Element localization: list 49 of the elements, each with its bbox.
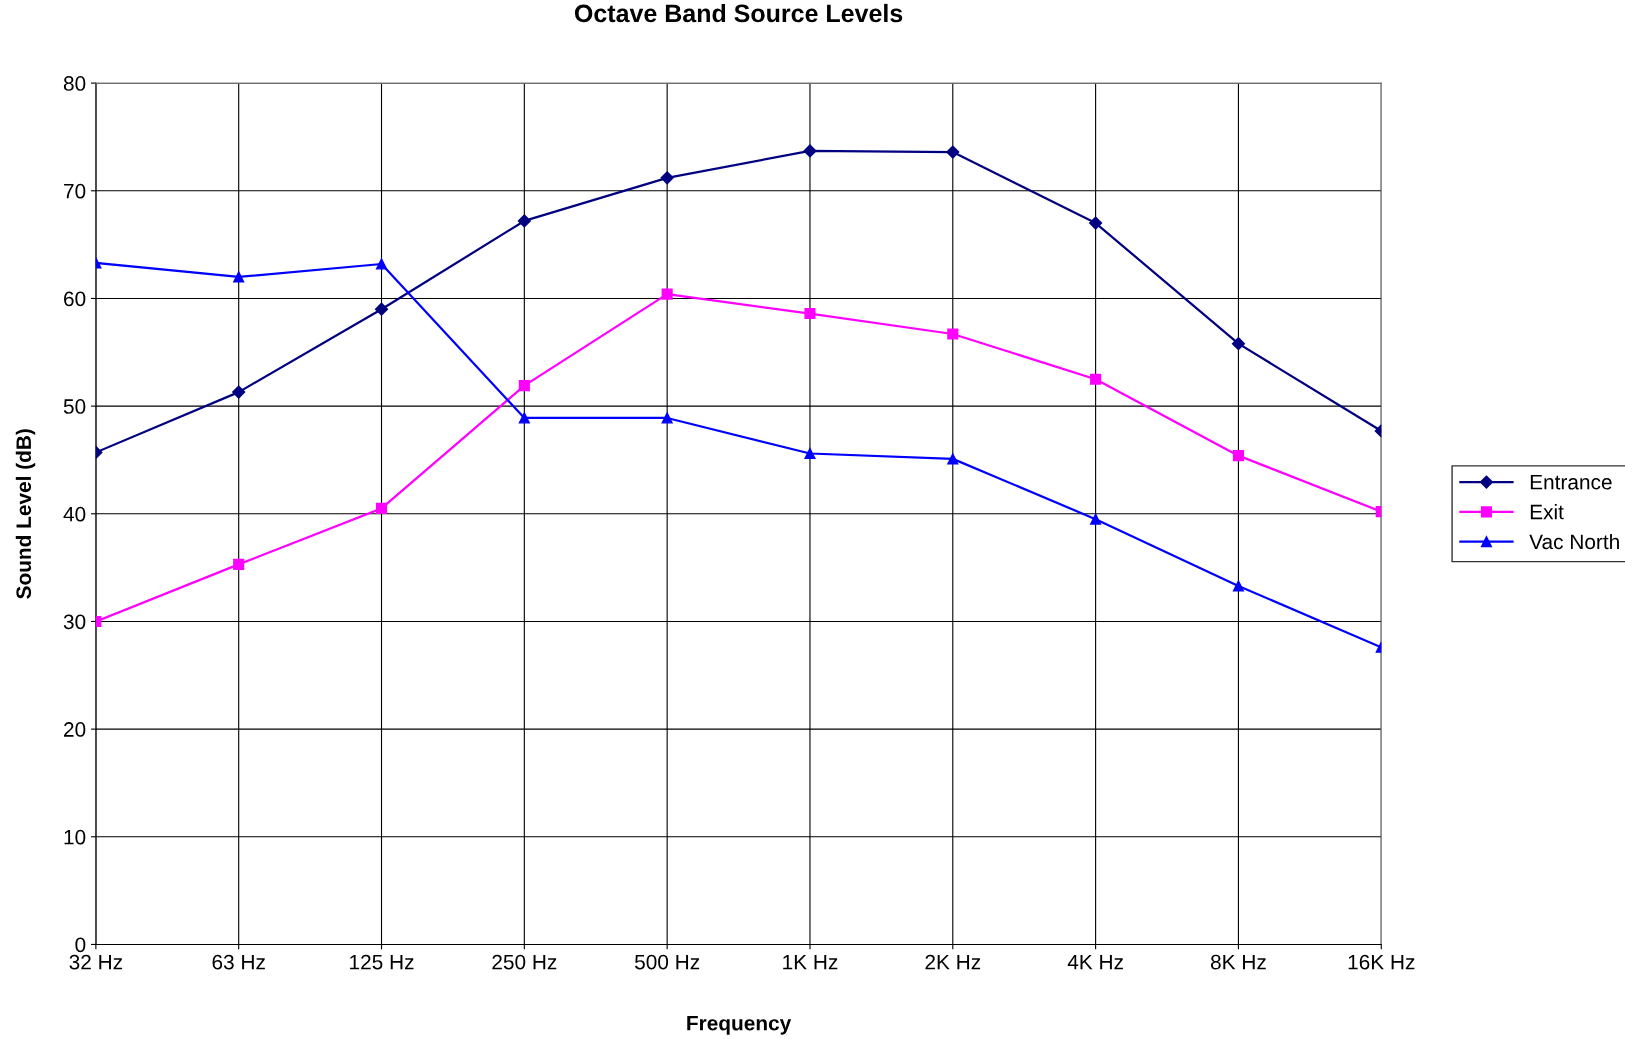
point	[1090, 373, 1102, 385]
point	[233, 271, 245, 283]
x-tick-label: 125 Hz	[350, 954, 414, 970]
y-axis-title: Sound Level (dB)	[15, 429, 36, 599]
point	[518, 412, 530, 424]
chart-title: Octave Band Source Levels	[574, 3, 903, 23]
point	[804, 447, 816, 460]
point	[233, 558, 245, 570]
y-tick-label: 0	[75, 937, 86, 953]
point	[947, 328, 959, 340]
y-tick-label: 50	[63, 399, 86, 414]
point	[518, 380, 530, 392]
legend-label: Exit	[1530, 504, 1564, 520]
x-tick-label: 4K Hz	[1067, 954, 1123, 970]
x-tick-label: 250 Hz	[492, 954, 557, 970]
point	[1089, 216, 1103, 230]
point	[517, 214, 531, 228]
point	[947, 453, 959, 465]
point	[803, 144, 817, 158]
point	[232, 385, 246, 399]
y-tick-label: 70	[64, 183, 86, 199]
x-tick-label: 8K Hz	[1210, 954, 1266, 970]
point	[1232, 580, 1244, 592]
x-axis-title: Frequency	[687, 1016, 792, 1035]
y-tick-label: 80	[63, 76, 86, 91]
legend-label: Vac North	[1529, 533, 1619, 550]
x-tick-label: 2K Hz	[925, 954, 981, 970]
y-tick-label: 40	[63, 506, 86, 522]
point	[661, 288, 673, 300]
point	[804, 307, 816, 320]
x-tick-label: 32 Hz	[69, 954, 123, 970]
x-tick-label: 1K Hz	[783, 954, 838, 970]
point	[375, 258, 388, 270]
point	[374, 302, 389, 316]
point	[375, 502, 388, 514]
point	[946, 145, 960, 159]
y-tick-label: 10	[64, 829, 86, 845]
point	[1231, 337, 1246, 351]
legend-label: Entrance	[1530, 475, 1612, 490]
point	[1232, 450, 1244, 462]
x-tick-label: 16K Hz	[1348, 954, 1415, 970]
point	[1090, 513, 1102, 525]
point	[661, 412, 673, 424]
x-tick-label: 63 Hz	[212, 954, 265, 970]
y-tick-label: 60	[64, 291, 86, 307]
point	[660, 171, 674, 185]
y-tick-label: 20	[64, 722, 86, 737]
x-tick-label: 500 Hz	[634, 954, 700, 970]
y-tick-label: 30	[63, 614, 86, 630]
